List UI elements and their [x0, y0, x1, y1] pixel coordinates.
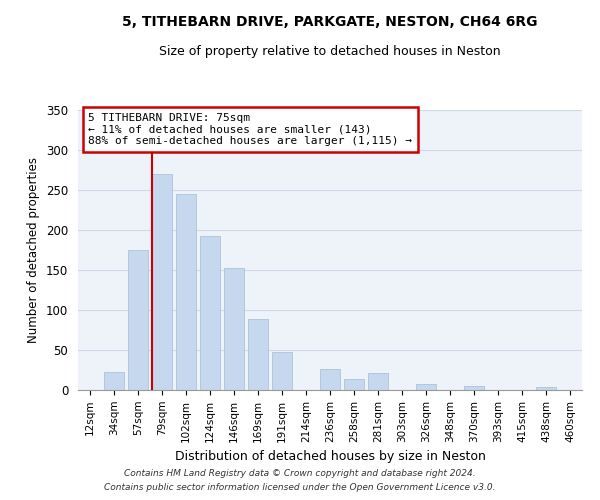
Text: Contains HM Land Registry data © Crown copyright and database right 2024.: Contains HM Land Registry data © Crown c…	[124, 468, 476, 477]
Bar	[272, 352, 292, 390]
Bar	[416, 384, 436, 390]
Bar	[368, 373, 388, 390]
Y-axis label: Number of detached properties: Number of detached properties	[28, 157, 40, 343]
Bar	[176, 194, 196, 390]
Bar	[248, 319, 268, 390]
Bar	[344, 379, 364, 390]
X-axis label: Distribution of detached houses by size in Neston: Distribution of detached houses by size …	[175, 450, 485, 463]
Bar	[104, 372, 124, 390]
Bar	[152, 174, 172, 390]
Text: Size of property relative to detached houses in Neston: Size of property relative to detached ho…	[159, 45, 501, 58]
Bar	[464, 386, 484, 390]
Bar	[320, 369, 340, 390]
Bar	[224, 268, 244, 390]
Bar	[536, 387, 556, 390]
Bar	[128, 250, 148, 390]
Text: 5 TITHEBARN DRIVE: 75sqm
← 11% of detached houses are smaller (143)
88% of semi-: 5 TITHEBARN DRIVE: 75sqm ← 11% of detach…	[88, 113, 412, 146]
Text: Contains public sector information licensed under the Open Government Licence v3: Contains public sector information licen…	[104, 484, 496, 492]
Text: 5, TITHEBARN DRIVE, PARKGATE, NESTON, CH64 6RG: 5, TITHEBARN DRIVE, PARKGATE, NESTON, CH…	[122, 15, 538, 29]
Bar	[200, 236, 220, 390]
